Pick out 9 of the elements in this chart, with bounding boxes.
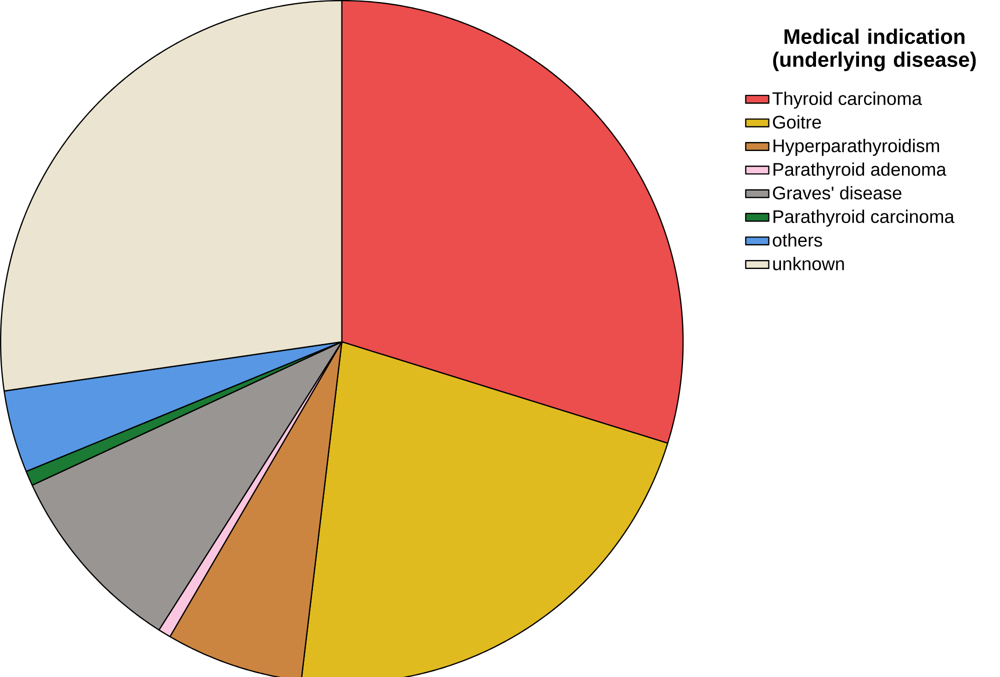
legend-label: Parathyroid carcinoma xyxy=(774,210,954,227)
legend-label: Hyperparathyroidism xyxy=(774,138,939,156)
legend-title: Medical indication (underlying disease) xyxy=(773,28,976,72)
legend-label: Parathyroid adenoma xyxy=(774,162,946,180)
legend-label: unknown xyxy=(773,256,844,270)
legend-label: others xyxy=(772,233,822,247)
legend-label: Graves' disease xyxy=(772,186,902,200)
legend-label: Thyroid carcinoma xyxy=(772,92,922,109)
legend-label: Goitre xyxy=(772,115,821,129)
